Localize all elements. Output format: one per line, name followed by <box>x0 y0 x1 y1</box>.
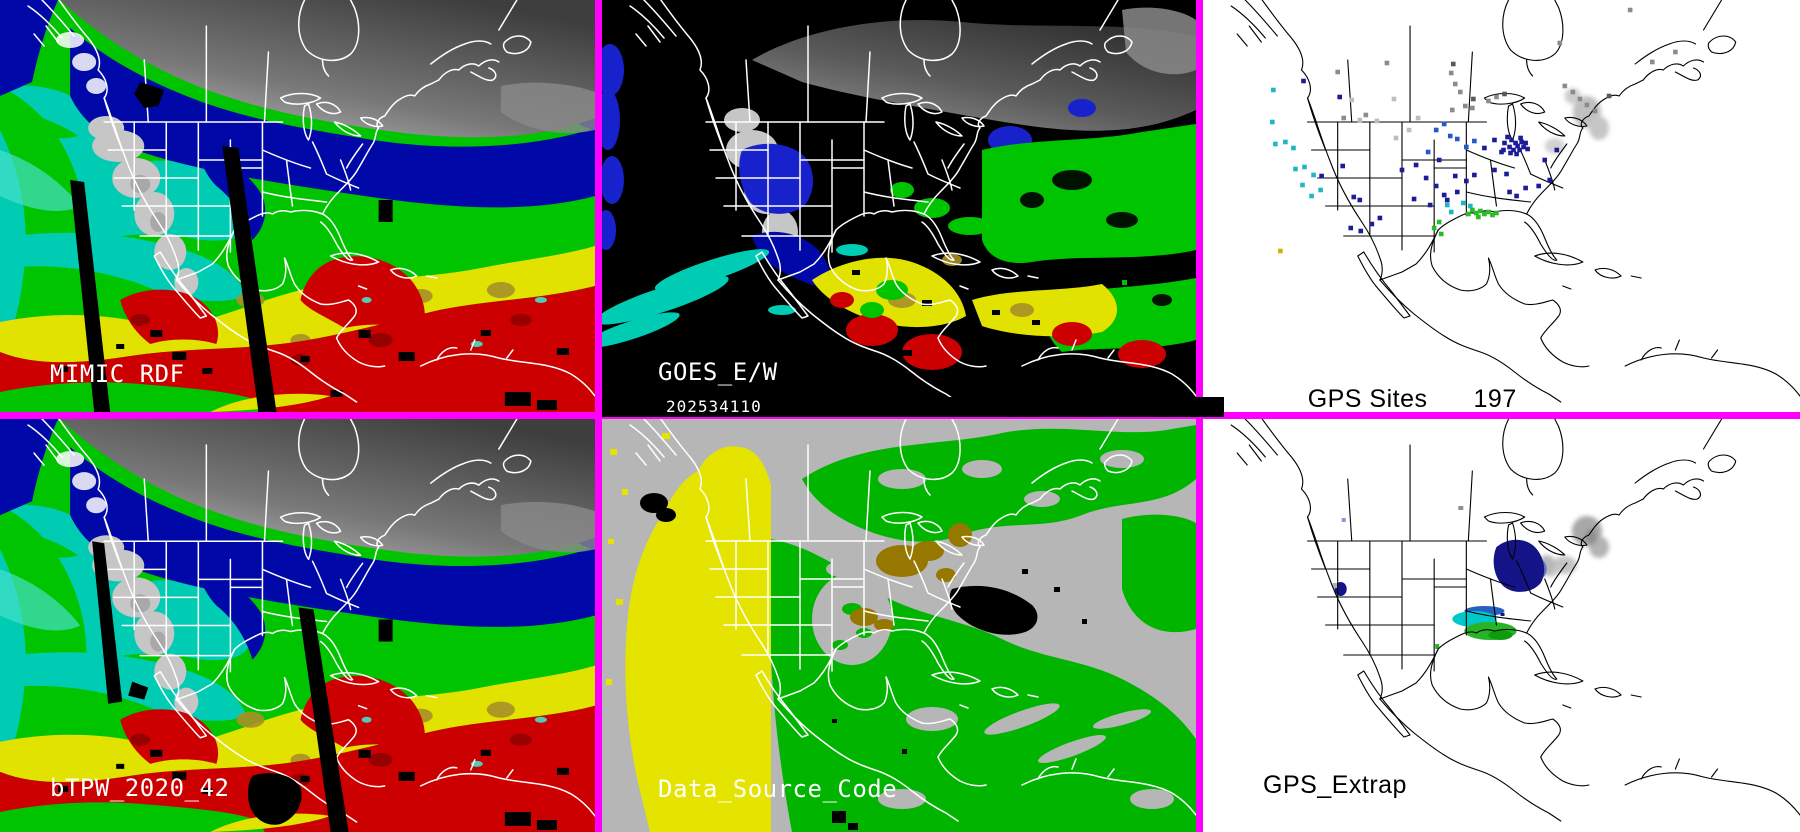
panel-label-btpw: bTPW_2020_42 <box>50 774 230 802</box>
goes-ew-map-image <box>602 0 1196 397</box>
gps-sites-label: GPS Sites <box>1307 385 1428 412</box>
panel-label-goes-ew: GOES_E/W <box>658 358 778 386</box>
timestamp-text: 202534110 <box>666 397 762 416</box>
satellite-gap-swaths <box>92 541 349 832</box>
panel-mimic-rdf: MIMIC RDF <box>0 0 595 412</box>
satellite-gap-swaths <box>70 82 277 412</box>
panel-label-mimic-rdf: MIMIC RDF <box>50 360 185 388</box>
panel-label-gps-sites: GPS Sites 197 <box>1263 356 1517 412</box>
panel-goes-ew: GOES_E/W <box>602 0 1196 412</box>
brown-source-patches <box>850 523 972 631</box>
timestamp-bar: 202534110 <box>602 397 1224 417</box>
panel-btpw: bTPW_2020_42 <box>0 419 595 832</box>
btpw-map-image <box>0 419 595 832</box>
gps-extrap-map-image <box>1203 419 1800 832</box>
panel-label-data-source-code: Data_Source_Code <box>658 775 898 803</box>
mimic-rdf-map-image <box>0 0 595 412</box>
gps-sites-map-image <box>1203 0 1800 412</box>
panel-label-gps-extrap: GPS_Extrap <box>1263 771 1407 799</box>
gps-site-markers <box>1270 7 1678 254</box>
goes-west-region <box>606 433 771 832</box>
panel-data-source-code: Data_Source_Code <box>602 419 1196 832</box>
data-source-code-map-image <box>602 419 1196 832</box>
panel-gps-sites: GPS Sites 197 <box>1203 0 1800 412</box>
black-nodata-patches <box>640 493 1087 830</box>
panel-gps-extrap: GPS_Extrap <box>1203 419 1800 832</box>
gps-sites-count: 197 <box>1473 385 1517 412</box>
